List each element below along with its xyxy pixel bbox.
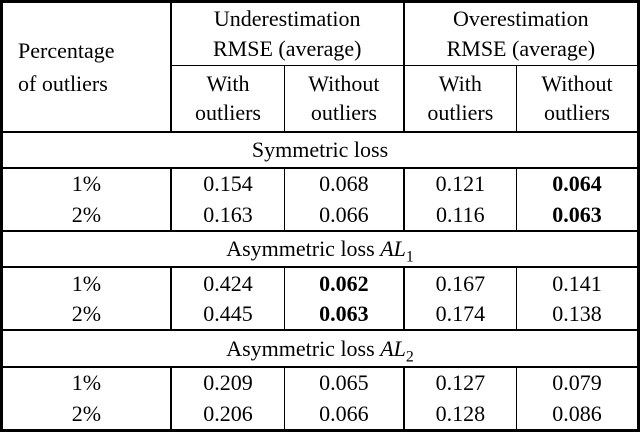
value-cell: 0.063 [284, 298, 404, 331]
table-row: 1% 0.209 0.065 0.127 0.079 [2, 366, 639, 399]
row-label: 1% [71, 270, 102, 296]
section-title-row-asymmetric-1: Asymmetric loss AL1 [1, 229, 639, 269]
section-title-subscript: 1 [405, 248, 414, 266]
value-cell: 0.138 [516, 298, 639, 331]
table-row: 1% 0.424 0.062 0.167 0.141 [2, 267, 639, 299]
section-title-text: Symmetric loss [251, 136, 389, 162]
subheader-under-with-outliers: With outliers [169, 65, 285, 133]
value-cell: 0.128 [402, 398, 517, 431]
value-cell: 0.127 [402, 366, 517, 399]
row-label: 2% [71, 301, 102, 327]
value-cell: 0.206 [169, 398, 285, 431]
value-cell: 0.066 [284, 199, 404, 231]
value-cell: 0.068 [284, 167, 404, 200]
section-title-row-asymmetric-2: Asymmetric loss AL2 [1, 329, 639, 368]
table-row: 2% 0.163 0.066 0.116 0.063 [2, 199, 639, 231]
subheader-line: Without [308, 70, 380, 96]
value-cell: 0.445 [169, 298, 285, 331]
header-col1-line2: of outliers [18, 70, 108, 96]
value-cell: 0.174 [402, 298, 517, 331]
subheader-over-with-outliers: With outliers [402, 65, 517, 133]
value-cell: 0.121 [402, 167, 517, 200]
section-title-math: AL [380, 236, 406, 262]
header-col1-line1: Percentage [18, 37, 115, 63]
section-title-math: AL [380, 335, 406, 361]
value-cell: 0.154 [169, 167, 285, 200]
value-cell: 0.066 [284, 398, 404, 431]
row-label: 1% [71, 171, 102, 197]
table-row: 2% 0.206 0.066 0.128 0.086 [2, 398, 639, 431]
value-cell: 0.079 [516, 366, 639, 399]
value-cell: 0.065 [284, 366, 404, 399]
header-underestimation-line2: RMSE (average) [212, 35, 362, 61]
table-row: 2% 0.445 0.063 0.174 0.138 [2, 298, 639, 331]
subheader-over-without-outliers: Without outliers [516, 65, 639, 133]
header-sub-row: With outliers Without outliers With outl… [2, 65, 639, 133]
section-title-symmetric-loss: Symmetric loss [1, 130, 639, 169]
subheader-line: outliers [195, 100, 261, 126]
subheader-under-without-outliers: Without outliers [284, 65, 404, 133]
value-cell: 0.062 [284, 267, 404, 299]
section-title-text: Asymmetric loss [226, 335, 381, 361]
value-cell: 0.167 [402, 267, 517, 299]
value-cell: 0.064 [516, 167, 639, 200]
value-cell: 0.163 [169, 199, 285, 231]
value-cell: 0.209 [169, 366, 285, 399]
value-cell: 0.086 [516, 398, 639, 431]
value-cell: 0.141 [516, 267, 639, 299]
subheader-line: With [206, 70, 250, 96]
subheader-line: outliers [310, 100, 377, 126]
value-cell: 0.063 [516, 199, 639, 231]
header-overestimation-line2: RMSE (average) [446, 35, 596, 61]
header-underestimation-line1: Underestimation [213, 6, 361, 32]
section-title-row-symmetric: Symmetric loss [1, 130, 639, 169]
subheader-line: outliers [544, 100, 610, 126]
row-label: 2% [71, 400, 102, 426]
header-underestimation-group: Underestimation RMSE (average) [169, 1, 404, 66]
subheader-line: outliers [427, 100, 494, 126]
subheader-line: Without [541, 70, 613, 96]
header-percentage-of-outliers: Percentage of outliers [1, 1, 171, 133]
value-cell: 0.424 [169, 267, 285, 299]
header-group-row: Percentage of outliers Underestimation R… [1, 1, 639, 133]
row-label: 2% [71, 201, 102, 227]
header-overestimation-group: Overestimation RMSE (average) [402, 1, 639, 66]
section-title-subscript: 2 [405, 348, 414, 366]
table-row: 1% 0.154 0.068 0.121 0.064 [2, 167, 639, 200]
value-cell: 0.116 [402, 199, 517, 231]
section-title-asymmetric-loss-1: Asymmetric loss AL1 [1, 229, 639, 269]
section-title-text: Asymmetric loss [226, 236, 381, 262]
section-title-asymmetric-loss-2: Asymmetric loss AL2 [1, 329, 639, 368]
subheader-line: With [438, 70, 482, 96]
header-overestimation-line1: Overestimation [452, 6, 589, 32]
row-label: 1% [71, 370, 102, 396]
